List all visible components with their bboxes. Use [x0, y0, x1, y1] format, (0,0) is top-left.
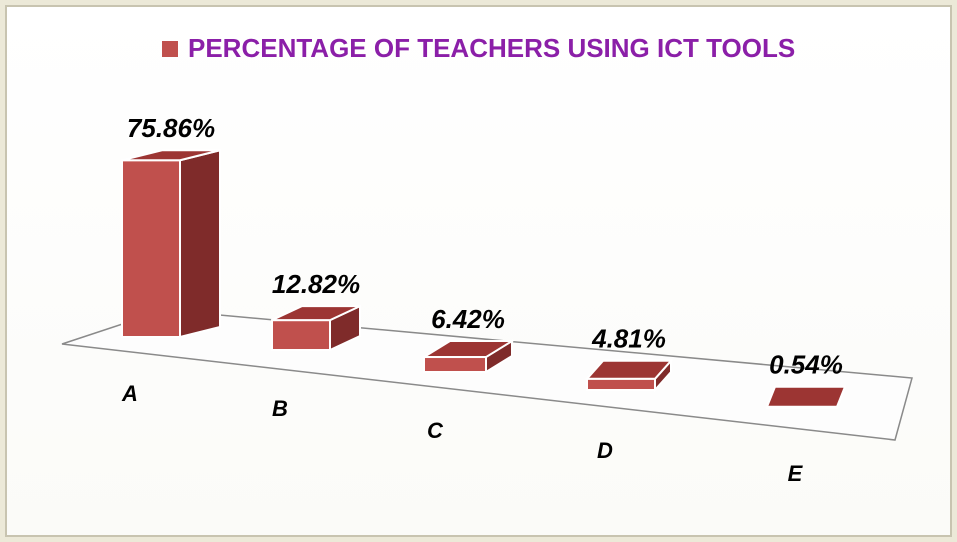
- bar: [121, 159, 181, 338]
- legend-swatch: [162, 41, 178, 57]
- value-label: 4.81%: [591, 324, 666, 354]
- bar-top: [420, 340, 516, 359]
- category-label: D: [597, 438, 613, 463]
- bar-top: [765, 385, 847, 408]
- bar: [271, 319, 331, 351]
- value-label: 75.86%: [127, 113, 215, 143]
- bar-top: [121, 149, 221, 162]
- category-label: E: [788, 461, 804, 486]
- bar-side: [179, 148, 221, 339]
- bar: [586, 377, 656, 391]
- category-label: A: [121, 381, 138, 406]
- value-label: 12.82%: [272, 269, 360, 299]
- bar-top: [584, 359, 674, 380]
- bar: [423, 356, 487, 374]
- legend-label: PERCENTAGE OF TEACHERS USING ICT TOOLS: [188, 33, 795, 63]
- category-label: C: [427, 418, 444, 443]
- value-label: 0.54%: [769, 350, 843, 380]
- category-label: B: [272, 396, 288, 421]
- bar-top: [271, 305, 361, 322]
- value-label: 6.42%: [431, 304, 505, 334]
